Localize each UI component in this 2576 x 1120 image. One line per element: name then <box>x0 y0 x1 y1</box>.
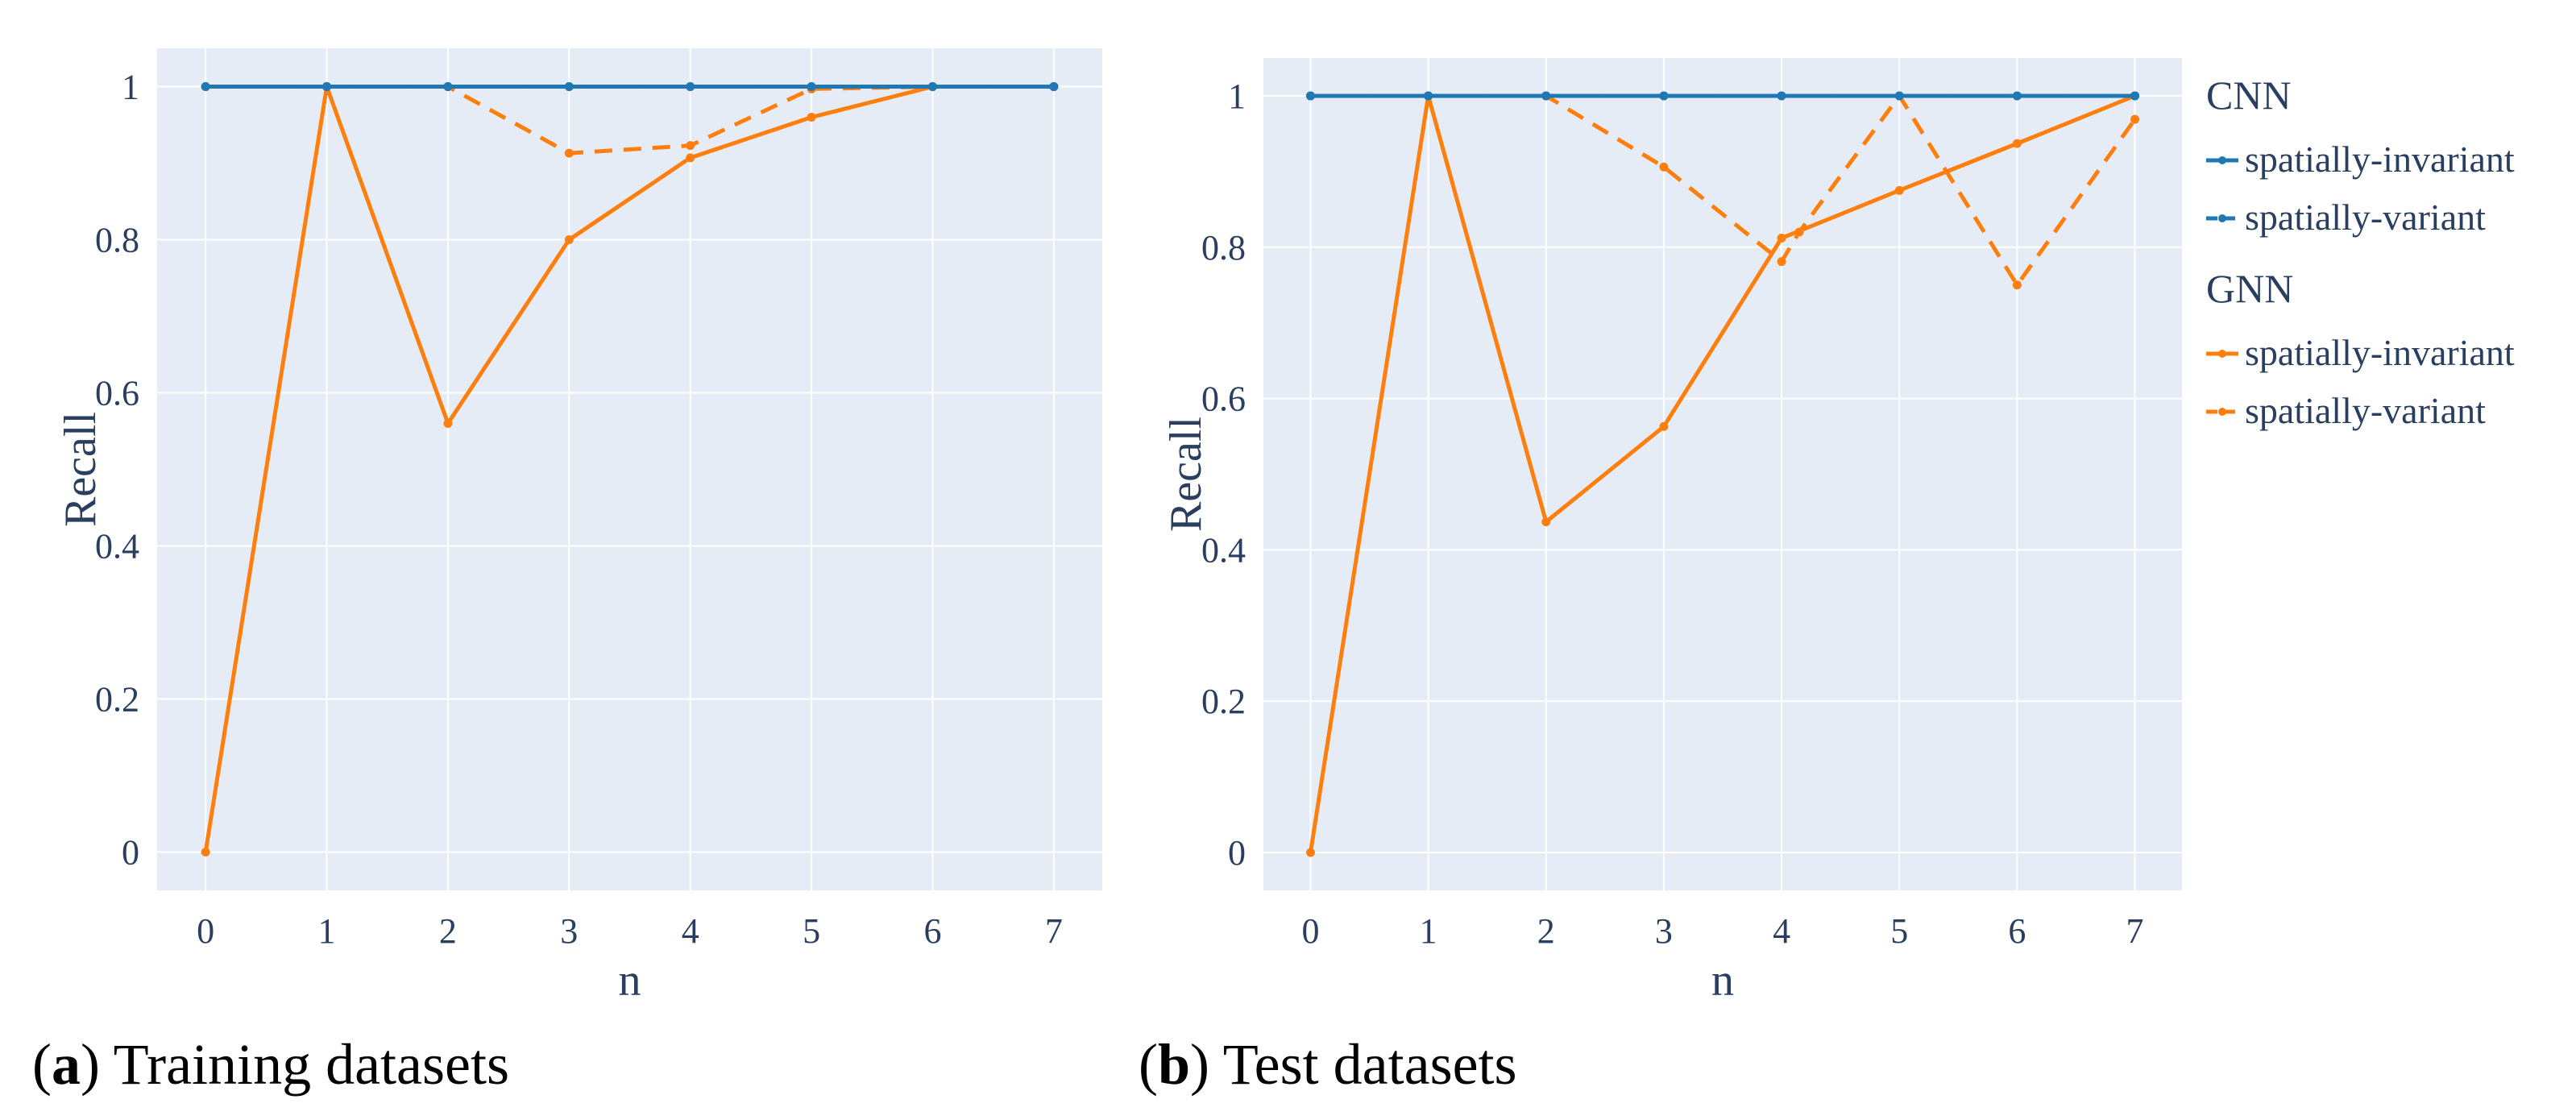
legend-entry-label[interactable]: spatially-variant <box>2245 390 2486 431</box>
y-tick-label: 0.2 <box>1201 682 1246 721</box>
y-axis-label: Recall <box>56 412 106 527</box>
y-tick-label: 0.6 <box>1201 380 1246 419</box>
y-tick-label: 0.8 <box>95 221 139 260</box>
y-tick-label: 0.2 <box>95 680 139 720</box>
caption-a: (a) Training datasets <box>32 1032 509 1097</box>
x-tick-label: 2 <box>1537 911 1555 951</box>
data-point[interactable] <box>564 235 574 244</box>
y-tick-label: 0.8 <box>1201 228 1246 268</box>
legend-marker <box>2218 214 2226 222</box>
data-point[interactable] <box>1424 91 1433 101</box>
x-tick-label: 6 <box>923 911 941 951</box>
data-point[interactable] <box>1659 162 1669 172</box>
x-tick-label: 5 <box>1890 911 1908 951</box>
y-tick-label: 0 <box>122 833 139 873</box>
x-tick-label: 7 <box>2126 911 2144 951</box>
y-axis-label: Recall <box>1161 417 1211 532</box>
y-tick-label: 1 <box>1228 77 1246 116</box>
series-line-gnn-spatially-invariant[interactable] <box>203 85 1054 852</box>
data-point[interactable] <box>1794 227 1804 237</box>
data-point[interactable] <box>443 82 453 91</box>
data-point[interactable] <box>322 82 332 91</box>
legend-entry-label[interactable]: spatially-variant <box>2245 197 2486 238</box>
data-point[interactable] <box>1894 185 1904 195</box>
x-tick-label: 1 <box>1420 911 1437 951</box>
data-point[interactable] <box>686 82 695 91</box>
caption-a-letter: a <box>52 1032 81 1097</box>
data-point[interactable] <box>1777 91 1786 101</box>
data-point[interactable] <box>1049 82 1059 91</box>
caption-a-text: Training datasets <box>114 1032 509 1097</box>
x-tick-label: 0 <box>197 911 214 951</box>
x-tick-label: 1 <box>318 911 336 951</box>
caption-b: (b) Test datasets <box>1139 1032 1517 1097</box>
legend-marker <box>2218 156 2226 164</box>
x-tick-label: 3 <box>560 911 578 951</box>
data-point[interactable] <box>2130 114 2140 124</box>
x-tick-label: 5 <box>803 911 820 951</box>
data-point[interactable] <box>2012 280 2022 290</box>
caption-b-letter: b <box>1158 1032 1190 1097</box>
data-point[interactable] <box>201 82 210 91</box>
x-tick-label: 3 <box>1655 911 1673 951</box>
data-point[interactable] <box>2130 91 2140 101</box>
y-tick-label: 0.4 <box>1201 530 1246 570</box>
data-point[interactable] <box>807 82 816 91</box>
legend-entry-label[interactable]: spatially-invariant <box>2245 332 2515 373</box>
plot-area <box>157 48 1102 890</box>
x-tick-label: 4 <box>1773 911 1790 951</box>
data-point[interactable] <box>564 82 574 91</box>
legend[interactable]: CNN spatially-invariant spatially-variant G… <box>2206 73 2515 431</box>
data-point[interactable] <box>1659 421 1669 431</box>
data-point[interactable] <box>1894 91 1904 101</box>
series-line-gnn-spatially-invariant[interactable] <box>1308 93 2136 853</box>
data-point[interactable] <box>807 113 816 122</box>
y-tick-label: 1 <box>122 68 139 107</box>
x-tick-label: 6 <box>2008 911 2026 951</box>
data-point[interactable] <box>2012 139 2022 148</box>
y-tick-label: 0.6 <box>95 374 139 413</box>
legend-marker <box>2218 408 2226 416</box>
x-tick-label: 2 <box>439 911 457 951</box>
data-point[interactable] <box>686 141 695 151</box>
y-tick-label: 0.4 <box>95 527 139 566</box>
y-tick-label: 0 <box>1228 833 1246 873</box>
data-point[interactable] <box>1541 517 1551 527</box>
legend-entry-label[interactable]: spatially-invariant <box>2245 139 2515 180</box>
x-tick-label: 4 <box>682 911 699 951</box>
data-point[interactable] <box>1305 848 1315 857</box>
panel-a: 0 1 2 3 4 5 6 7 0 0.2 0.4 0.6 0.8 1 n Recall <box>56 48 1102 1006</box>
legend-group-title: CNN <box>2206 73 2292 118</box>
data-point[interactable] <box>1777 257 1786 267</box>
data-point[interactable] <box>1305 91 1315 101</box>
data-point[interactable] <box>443 419 453 428</box>
data-point[interactable] <box>1541 91 1551 101</box>
data-point[interactable] <box>2012 91 2022 101</box>
legend-group-title: GNN <box>2206 266 2293 311</box>
x-tick-label: 0 <box>1301 911 1319 951</box>
legend-marker <box>2218 350 2226 358</box>
data-point[interactable] <box>927 82 937 91</box>
x-tick-label: 7 <box>1045 911 1063 951</box>
x-axis-label: n <box>619 956 641 1006</box>
data-point[interactable] <box>1659 91 1669 101</box>
data-point[interactable] <box>1777 234 1786 243</box>
data-point[interactable] <box>201 848 210 857</box>
data-point[interactable] <box>564 148 574 158</box>
caption-b-text: Test datasets <box>1223 1032 1517 1097</box>
panel-b: 0 1 2 3 4 5 6 7 0 0.2 0.4 0.6 0.8 1 n Recall <box>1161 58 2182 1006</box>
data-point[interactable] <box>686 153 695 163</box>
x-axis-label: n <box>1711 956 1734 1006</box>
plot-area <box>1263 58 2182 890</box>
